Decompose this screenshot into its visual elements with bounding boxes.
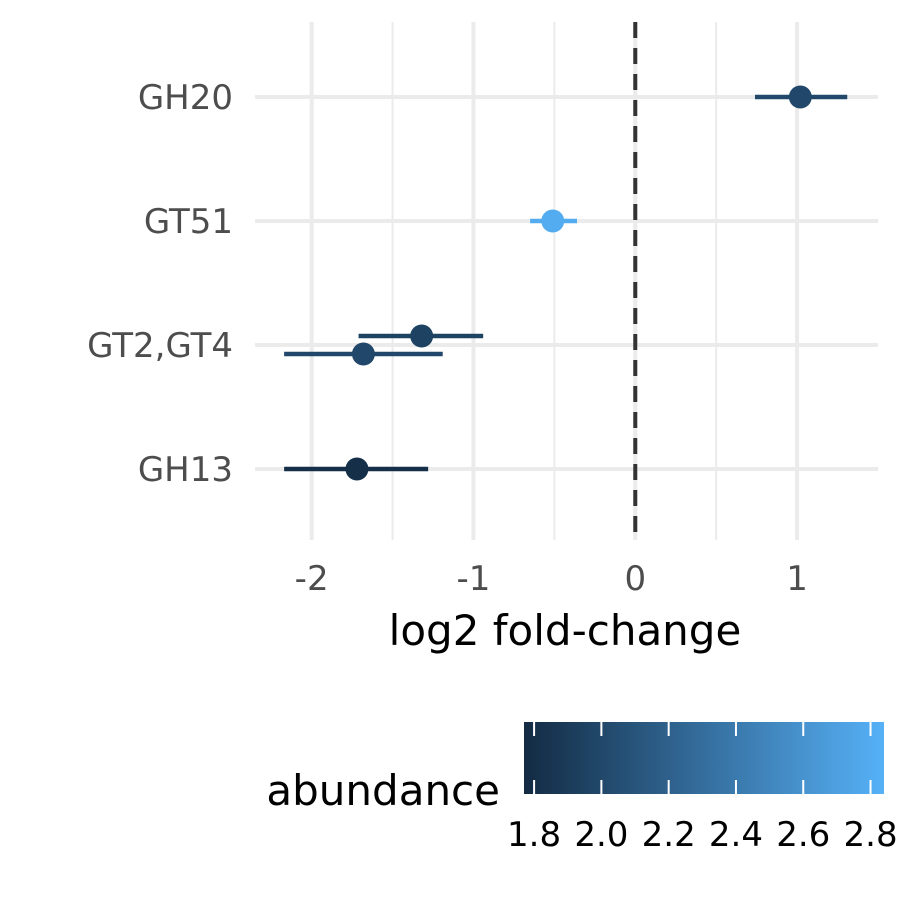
legend-title: abundance (266, 766, 500, 815)
data-point (788, 85, 812, 109)
data-point (345, 457, 369, 481)
x-tick-label: 0 (624, 559, 646, 599)
y-axis-labels: GH20 GT51 GT2,GT4 GH13 (87, 78, 233, 490)
legend-tick-label: 2.0 (574, 815, 628, 855)
legend-ticks: 1.8 2.0 2.2 2.4 2.6 2.8 (507, 722, 898, 855)
x-tick-label: -1 (457, 559, 491, 599)
legend-colorbar (524, 722, 884, 794)
x-tick-label: -2 (295, 559, 329, 599)
x-tick-label: 1 (786, 559, 808, 599)
legend-tick-label: 2.6 (776, 815, 830, 855)
data-points (284, 85, 848, 481)
y-category-label: GH13 (138, 450, 233, 490)
data-point (351, 342, 375, 366)
legend-tick-label: 2.2 (642, 815, 696, 855)
y-category-label: GH20 (138, 78, 233, 118)
data-point (541, 209, 565, 233)
data-point (410, 324, 434, 348)
x-axis-ticks: -2 -1 0 1 (295, 559, 808, 599)
y-category-label: GT2,GT4 (87, 326, 233, 366)
legend-tick-label: 2.4 (709, 815, 763, 855)
y-category-label: GT51 (144, 202, 233, 242)
legend: abundance 1.8 2.0 2.2 2.4 2.6 2.8 (266, 722, 898, 855)
legend-tick-label: 2.8 (844, 815, 898, 855)
x-axis-title: log2 fold-change (389, 606, 742, 655)
legend-tick-label: 1.8 (507, 815, 561, 855)
